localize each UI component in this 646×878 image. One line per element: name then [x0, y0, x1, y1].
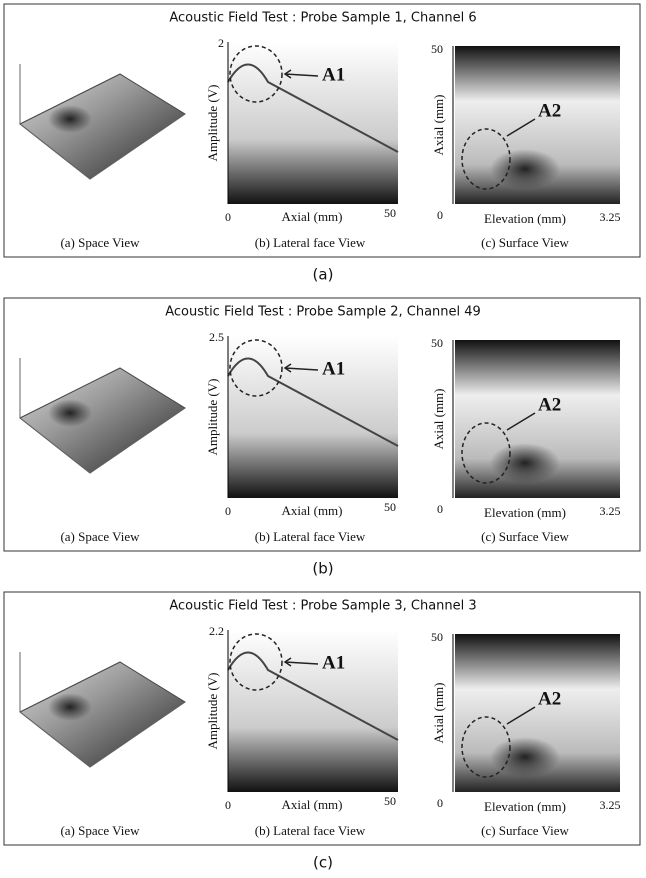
- lateral-x-label: Axial (mm): [281, 209, 342, 224]
- lateral-x-right: 50: [384, 500, 396, 514]
- panel-title: Acoustic Field Test : Probe Sample 1, Ch…: [169, 11, 476, 26]
- lateral-x-label: Axial (mm): [281, 797, 342, 812]
- lateral-x-right: 50: [384, 206, 396, 220]
- surface-y-top: 50: [431, 42, 443, 56]
- lateral-y-label: Amplitude (V): [205, 673, 220, 750]
- lateral-y-label: Amplitude (V): [205, 85, 220, 162]
- space-spot: [48, 105, 92, 133]
- lateral-caption: (b) Lateral face View: [255, 529, 366, 544]
- surface-x-right: 3.25: [600, 504, 621, 518]
- surface-caption: (c) Surface View: [481, 823, 569, 838]
- surface-x-label: Elevation (mm): [484, 211, 566, 226]
- space-spot: [48, 693, 92, 721]
- surface-y-label: Axial (mm): [431, 94, 446, 155]
- surface-x-right: 3.25: [600, 210, 621, 224]
- surface-y-bottom: 0: [437, 796, 443, 810]
- surface-y-top: 50: [431, 630, 443, 644]
- space-caption: (a) Space View: [60, 529, 140, 544]
- lateral-y-top: 2.2: [209, 624, 224, 638]
- lateral-y-top: 2: [218, 36, 224, 50]
- lateral-x-label: Axial (mm): [281, 503, 342, 518]
- panel-label: (b): [312, 560, 333, 578]
- surface-x-label: Elevation (mm): [484, 505, 566, 520]
- surface-spot: [490, 443, 560, 483]
- a2-label: A2: [538, 688, 561, 709]
- surface-spot: [490, 737, 560, 777]
- panel-title: Acoustic Field Test : Probe Sample 2, Ch…: [165, 305, 481, 320]
- surface-y-label: Axial (mm): [431, 388, 446, 449]
- space-caption: (a) Space View: [60, 823, 140, 838]
- panel-label: (c): [313, 854, 333, 872]
- a1-label: A1: [322, 64, 345, 85]
- figure: Acoustic Field Test : Probe Sample 1, Ch…: [0, 0, 646, 873]
- surface-x-right: 3.25: [600, 798, 621, 812]
- lateral-caption: (b) Lateral face View: [255, 235, 366, 250]
- lateral-caption: (b) Lateral face View: [255, 823, 366, 838]
- panel-label: (a): [313, 266, 334, 284]
- lateral-y-bottom: 0: [225, 798, 231, 812]
- surface-y-bottom: 0: [437, 502, 443, 516]
- surface-caption: (c) Surface View: [481, 529, 569, 544]
- surface-y-top: 50: [431, 336, 443, 350]
- a2-label: A2: [538, 100, 561, 121]
- lateral-x-right: 50: [384, 794, 396, 808]
- space-plot: [20, 662, 185, 767]
- surface-y-bottom: 0: [437, 208, 443, 222]
- space-plot: [20, 74, 185, 179]
- surface-y-label: Axial (mm): [431, 682, 446, 743]
- a2-label: A2: [538, 394, 561, 415]
- lateral-y-bottom: 0: [225, 210, 231, 224]
- lateral-y-top: 2.5: [209, 330, 224, 344]
- surface-caption: (c) Surface View: [481, 235, 569, 250]
- lateral-y-label: Amplitude (V): [205, 379, 220, 456]
- panel-title: Acoustic Field Test : Probe Sample 3, Ch…: [169, 599, 476, 614]
- surface-x-label: Elevation (mm): [484, 799, 566, 814]
- space-caption: (a) Space View: [60, 235, 140, 250]
- surface-spot: [490, 149, 560, 189]
- a1-label: A1: [322, 358, 345, 379]
- space-spot: [48, 399, 92, 427]
- space-plot: [20, 368, 185, 473]
- a1-label: A1: [322, 652, 345, 673]
- lateral-y-bottom: 0: [225, 504, 231, 518]
